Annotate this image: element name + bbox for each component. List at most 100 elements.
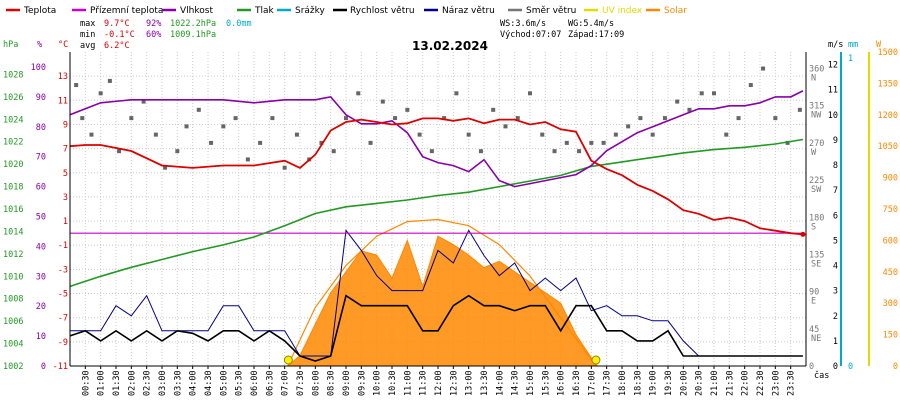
x-tick-label: 13:00 — [465, 370, 475, 396]
stat-min-hum: 60% — [146, 30, 161, 40]
legend-item-solar[interactable]: Solar — [646, 6, 687, 16]
legend-label-tlak: Tlak — [254, 6, 275, 16]
legend-item-teplota[interactable]: Teplota — [6, 6, 56, 16]
unit-w: W — [876, 40, 882, 50]
series-naraz-vetru-line — [70, 229, 803, 357]
x-tick-label: 12:30 — [449, 370, 459, 396]
stat-max-press: 1022.2hPa — [170, 19, 216, 29]
tick-label-degc: -11 — [53, 362, 68, 372]
tick-label-ms: 8 — [833, 161, 838, 171]
series-smer-vetru-point — [699, 91, 704, 96]
tick-label-hpa: 1014 — [3, 227, 23, 237]
unit-mm: mm — [848, 40, 858, 50]
series-smer-vetru-point — [184, 124, 189, 129]
legend-item-naraz-vetru[interactable]: Náraz větru — [424, 6, 495, 16]
tick-label-hpa: 1006 — [3, 317, 23, 327]
tick-label-hpa: 1016 — [3, 205, 23, 215]
legend: Teplota Přízemní teplota Vlhkost Tlak Sr… — [6, 6, 687, 16]
tick-label-degc: -3 — [58, 265, 68, 275]
tick-label-pct: 80 — [36, 123, 46, 133]
x-tick-label: 09:00 — [342, 370, 352, 396]
series-layer — [69, 66, 806, 367]
series-smer-vetru-point — [319, 140, 324, 145]
tick-label-ms: 9 — [833, 136, 838, 146]
tick-label-degc: -5 — [58, 290, 68, 300]
x-tick-label: 11:00 — [403, 370, 413, 396]
x-tick-label: 02:30 — [143, 370, 153, 396]
tick-label-w: 750 — [883, 205, 898, 215]
tick-label-w: 1350 — [878, 79, 898, 89]
series-smer-vetru-point — [797, 107, 802, 112]
tick-label-ms: 11 — [828, 86, 838, 96]
tick-label-degc: 5 — [63, 169, 68, 179]
x-tick-label: 02:00 — [127, 370, 137, 396]
tick-label-direction-name: E — [811, 297, 816, 307]
legend-item-rychlost-vetru[interactable]: Rychlost větru — [333, 6, 415, 16]
tick-label-degc: -9 — [58, 338, 68, 348]
series-smer-vetru-point — [748, 83, 753, 88]
tick-label-w: 300 — [883, 299, 898, 309]
legend-item-prizemni-teplota[interactable]: Přízemní teplota — [72, 6, 163, 16]
tick-label-ms: 12 — [828, 61, 838, 71]
tick-label-pct: 90 — [36, 93, 46, 103]
tick-label-hpa: 1002 — [3, 362, 23, 372]
series-smer-vetru-point — [405, 107, 410, 112]
tick-label-direction-name: NW — [811, 111, 822, 121]
series-smer-vetru-point — [466, 132, 471, 137]
legend-item-uv-index[interactable]: UV index — [584, 6, 643, 16]
legend-item-srazky[interactable]: Srážky — [277, 6, 326, 16]
tick-label-degc: 3 — [63, 193, 68, 203]
tick-label-hpa: 1012 — [3, 250, 23, 260]
tick-label-ms: 5 — [833, 236, 838, 246]
x-tick-label: 13:30 — [480, 370, 490, 396]
legend-label-srazky: Srážky — [295, 6, 326, 16]
series-smer-vetru-point — [515, 116, 520, 121]
x-tick-label: 05:00 — [219, 370, 229, 396]
series-smer-vetru-point — [175, 149, 180, 154]
legend-item-tlak[interactable]: Tlak — [237, 6, 275, 16]
x-tick-label: 10:00 — [373, 370, 383, 396]
tick-label-degc: -1 — [58, 241, 68, 251]
series-smer-vetru-point — [270, 116, 275, 121]
x-tick-label: 01:30 — [112, 370, 122, 396]
x-tick-label: 15:30 — [541, 370, 551, 396]
legend-label-smer-vetru: Směr větru — [526, 6, 576, 16]
tick-label-pct: 70 — [36, 153, 46, 163]
series-smer-vetru-point — [74, 83, 79, 88]
series-smer-vetru-point — [380, 99, 385, 104]
tick-label-degc: 7 — [63, 145, 68, 155]
stat-sunset: Západ:17:09 — [568, 30, 624, 40]
legend-label-prizemni-teplota: Přízemní teplota — [90, 6, 163, 16]
tick-label-hpa: 1022 — [3, 138, 23, 148]
series-smer-vetru-point — [736, 116, 741, 121]
legend-item-smer-vetru[interactable]: Směr větru — [508, 6, 576, 16]
series-solar-theoretical-line — [287, 218, 597, 367]
tick-label-direction: 180 — [809, 213, 824, 223]
tick-label-direction: 225 — [809, 176, 824, 186]
series-smer-vetru-point — [724, 132, 729, 137]
series-smer-vetru-point — [153, 132, 158, 137]
x-tick-label: 11:30 — [419, 370, 429, 396]
tick-label-direction-name: W — [811, 148, 817, 158]
legend-label-naraz-vetru: Náraz větru — [442, 6, 495, 16]
tick-label-direction: 270 — [809, 139, 824, 149]
x-tick-label: 23:30 — [787, 370, 797, 396]
tick-label-w: 1200 — [878, 111, 898, 121]
unit-hpa: hPa — [3, 40, 18, 50]
legend-item-vlhkost[interactable]: Vlhkost — [162, 6, 213, 16]
tick-label-degc: 11 — [58, 96, 68, 106]
tick-label-ms: 0 — [833, 362, 838, 372]
x-tick-label: 18:00 — [618, 370, 628, 396]
series-smer-vetru-point — [540, 132, 545, 137]
series-smer-vetru-point — [331, 149, 336, 154]
series-smer-vetru-point — [129, 116, 134, 121]
tick-label-w: 1050 — [878, 142, 898, 152]
series-smer-vetru-point — [245, 157, 250, 162]
tick-label-pct: 50 — [36, 212, 46, 222]
stat-max-temp: 9.7°C — [104, 19, 130, 29]
x-tick-label: 17:30 — [603, 370, 613, 396]
tick-label-ms: 3 — [833, 287, 838, 297]
series-smer-vetru-point — [393, 116, 398, 121]
tick-label-pct: 60 — [36, 183, 46, 193]
